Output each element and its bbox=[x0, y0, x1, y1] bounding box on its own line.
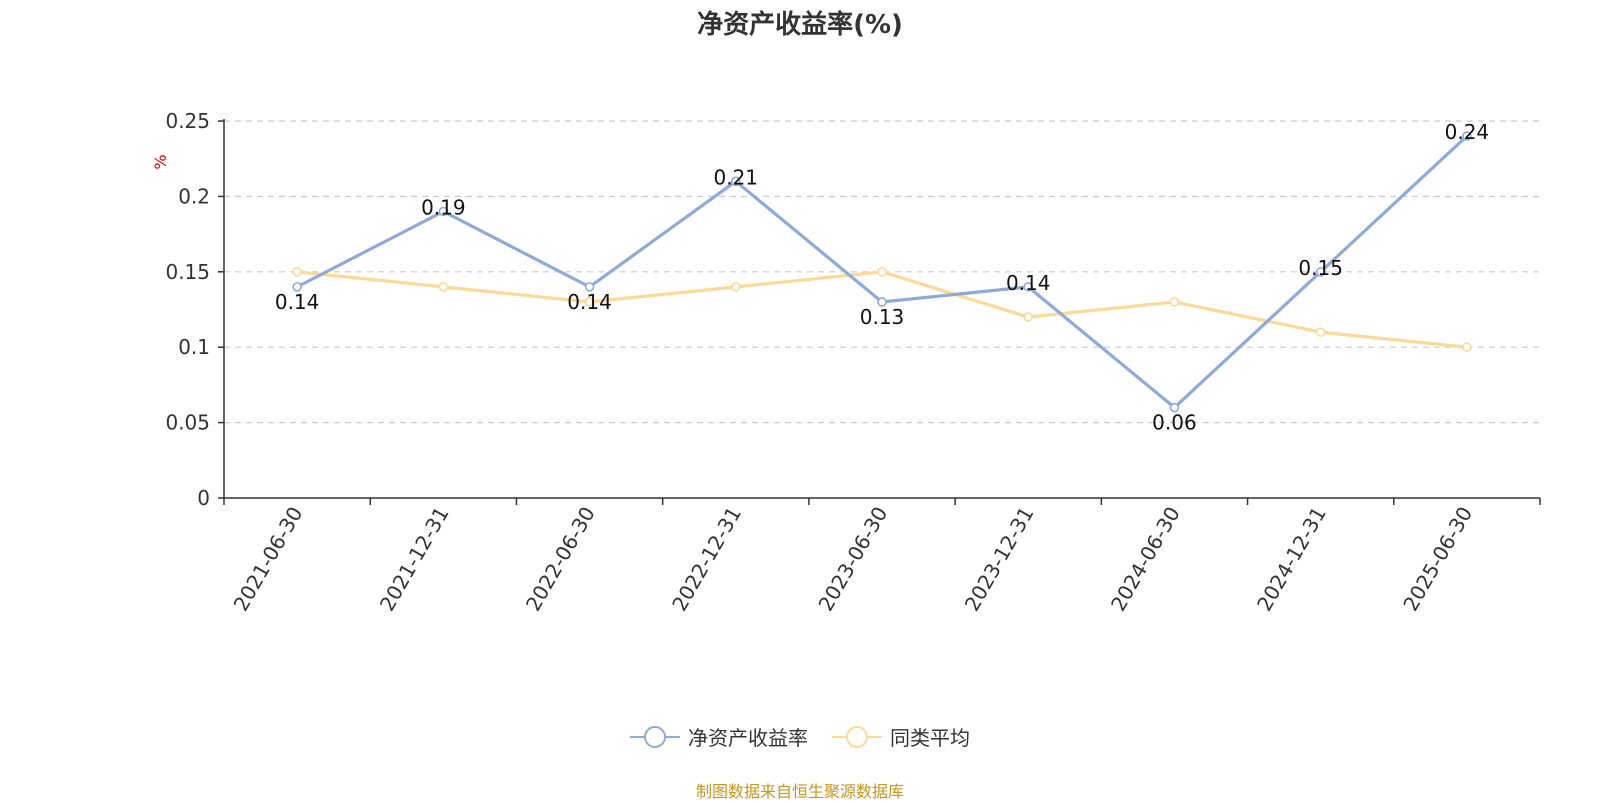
data-point bbox=[730, 176, 741, 187]
y-tick-label: 0.25 bbox=[165, 109, 210, 133]
data-point bbox=[1023, 282, 1034, 292]
data-point bbox=[292, 266, 302, 277]
x-tick-label: 2023-06-30 bbox=[813, 503, 892, 616]
axes: 0 0.05 0.1 0.15 0.2 0.25% 2021-06-30 2021-12-31… bbox=[151, 109, 1541, 616]
data-label: 0.06 bbox=[1152, 411, 1197, 435]
legend-marker bbox=[832, 725, 882, 748]
series bbox=[292, 131, 1472, 413]
data-point bbox=[1169, 297, 1180, 307]
x-tick-label: 2021-12-31 bbox=[375, 503, 454, 616]
data-label: 0.14 bbox=[1006, 271, 1051, 295]
x-tick-label: 2025-06-30 bbox=[1398, 503, 1477, 616]
data-point bbox=[584, 282, 595, 292]
data-point bbox=[438, 206, 449, 217]
data-label: 0.24 bbox=[1445, 120, 1490, 144]
y-tick-label: 0.05 bbox=[165, 411, 210, 435]
x-tick-label: 2022-06-30 bbox=[521, 503, 600, 616]
chart-title: 净资产收益率(%) bbox=[697, 10, 903, 40]
data-labels: 0.14 0.19 0.14 0.21 0.13 0.14 0.06 0.15 0.24 bbox=[275, 120, 1489, 434]
legend-item[interactable]: 同类平均 bbox=[832, 722, 970, 751]
data-label: 0.21 bbox=[714, 165, 759, 189]
data-point bbox=[877, 297, 887, 307]
legend-label: 净资产收益率 bbox=[688, 726, 808, 750]
legend: 净资产收益率 同类平均 bbox=[0, 722, 1600, 751]
data-point bbox=[1315, 327, 1326, 337]
data-point bbox=[292, 282, 302, 292]
x-tick-label: 2021-06-30 bbox=[229, 503, 308, 616]
legend-label: 同类平均 bbox=[890, 726, 970, 750]
data-point bbox=[1462, 131, 1472, 141]
x-tick-label: 2023-12-31 bbox=[960, 503, 1039, 616]
y-tick-label: 0.2 bbox=[178, 184, 210, 208]
data-point bbox=[1315, 266, 1326, 277]
data-point bbox=[730, 282, 741, 292]
data-label: 0.14 bbox=[567, 290, 612, 314]
legend-marker bbox=[630, 725, 680, 748]
x-tick-label: 2022-12-31 bbox=[667, 503, 746, 616]
y-tick-label: 0.15 bbox=[165, 260, 210, 284]
y-tick-label: 0 bbox=[197, 486, 210, 510]
x-tick-label: 2024-12-31 bbox=[1252, 503, 1331, 616]
legend-item[interactable]: 净资产收益率 bbox=[630, 722, 808, 751]
line-chart: 0 0.05 0.1 0.15 0.2 0.25% 2021-06-30 2021-12-31… bbox=[151, 109, 1541, 616]
data-point bbox=[1023, 312, 1034, 322]
y-axis-label: % bbox=[151, 154, 170, 169]
y-tick-label: 0.1 bbox=[178, 335, 210, 359]
data-point bbox=[877, 266, 887, 277]
data-point bbox=[438, 282, 449, 292]
data-point bbox=[1462, 342, 1472, 353]
data-label: 0.14 bbox=[275, 290, 320, 314]
data-label: 0.15 bbox=[1298, 256, 1343, 280]
data-point bbox=[584, 297, 595, 307]
data-label: 0.19 bbox=[421, 195, 466, 219]
x-tick-label: 2024-06-30 bbox=[1106, 503, 1185, 616]
source-note: 制图数据来自恒生聚源数据库 bbox=[695, 782, 904, 801]
data-label: 0.13 bbox=[860, 305, 905, 329]
data-point bbox=[1169, 402, 1180, 413]
